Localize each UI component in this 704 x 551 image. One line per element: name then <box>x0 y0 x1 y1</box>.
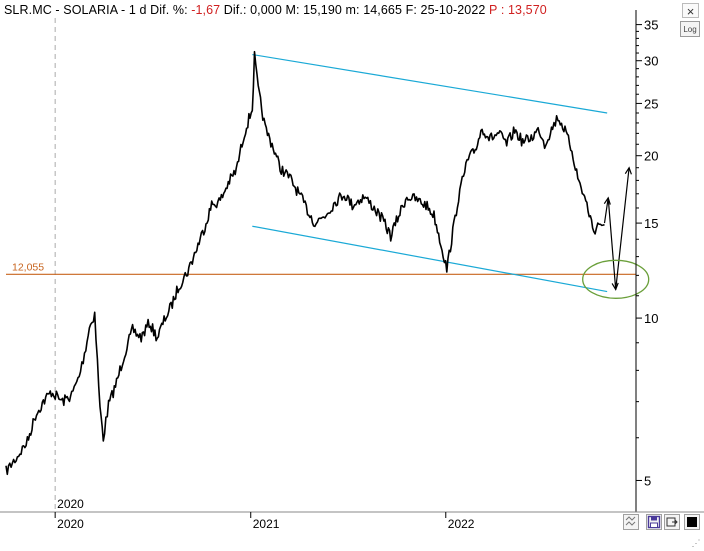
projection-path <box>603 167 630 290</box>
x-tick-label: 2022 <box>448 517 475 531</box>
save-icon <box>647 515 661 529</box>
price-layer <box>5 50 605 476</box>
resize-grip[interactable]: ⋰ <box>691 538 701 548</box>
chart-header: SLR.MC - SOLARIA - 1 d Dif. %: -1,67 Dif… <box>4 3 547 17</box>
dif-pct-label: Dif. %: <box>146 3 192 17</box>
y-tick-label: 25 <box>644 96 658 111</box>
close-button[interactable]: × <box>682 3 699 19</box>
projection-arrow-down <box>611 282 619 291</box>
dif-value: 0,000 <box>250 3 282 17</box>
dif-label: Dif.: <box>220 3 251 17</box>
zoom-button[interactable] <box>623 514 639 530</box>
dif-pct-value: -1,67 <box>191 3 221 17</box>
date-value: 25-10-2022 <box>420 3 486 17</box>
price-series-line <box>5 50 605 476</box>
color-button[interactable] <box>684 514 700 530</box>
overlay-layer: 12,055 <box>6 53 650 299</box>
y-tick-label: 10 <box>644 311 658 326</box>
y-tick-label: 20 <box>644 149 658 164</box>
separator-2: - <box>117 3 129 17</box>
color-square-icon <box>687 517 697 527</box>
symbol-text: SLR.MC <box>4 3 52 17</box>
price-value: 13,570 <box>507 3 547 17</box>
zoom-icon <box>625 516 636 526</box>
export-icon <box>666 517 678 527</box>
y-tick-label: 30 <box>644 54 658 69</box>
x-tick-label: 2021 <box>253 517 280 531</box>
y-tick-label: 15 <box>644 216 658 231</box>
y-tick-label: 5 <box>644 473 651 488</box>
year-marker-label: 2020 <box>57 497 84 511</box>
name-text: SOLARIA <box>63 3 118 17</box>
support-line-label: 12,055 <box>12 261 44 273</box>
grid-layer: 2020 <box>54 18 84 512</box>
channel-lower-line <box>252 225 608 293</box>
projection-arrow-target <box>624 166 632 175</box>
projection-arrow-up <box>603 196 611 205</box>
separator-1: - <box>51 3 64 17</box>
price-label: P : <box>485 3 508 17</box>
save-button[interactable] <box>646 514 662 530</box>
min-value: 14,665 <box>363 3 403 17</box>
axis-layer: 5 10 15 20 25 30 35 2020 2021 2022 <box>0 10 704 531</box>
max-value: 15,190 <box>303 3 342 17</box>
log-scale-button[interactable]: Log <box>680 21 700 37</box>
target-ellipse <box>582 259 650 299</box>
max-label: M: <box>281 3 304 17</box>
channel-upper-line <box>252 53 608 114</box>
y-tick-label: 35 <box>644 18 658 33</box>
export-button[interactable] <box>664 514 680 530</box>
min-label: m: <box>341 3 364 17</box>
date-label: F: <box>402 3 421 17</box>
period-text: 1 d <box>128 3 147 17</box>
x-tick-label: 2020 <box>57 517 84 531</box>
